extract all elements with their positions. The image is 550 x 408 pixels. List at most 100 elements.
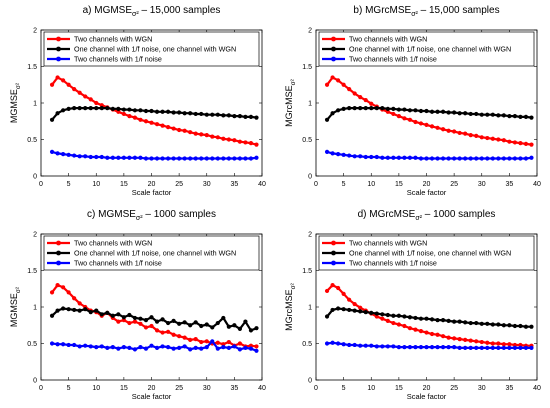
data-point [402, 116, 407, 121]
data-point [199, 346, 204, 351]
data-point [518, 156, 523, 161]
data-point [226, 345, 231, 350]
data-point [485, 340, 490, 345]
data-point [446, 335, 451, 340]
chart-title-rest: – 15,000 samples [418, 5, 500, 16]
data-point [474, 156, 479, 161]
data-point [523, 324, 529, 329]
data-point [105, 310, 110, 315]
data-point [402, 323, 407, 329]
data-point [127, 155, 132, 160]
data-point [418, 108, 424, 114]
x-tick-label: 30 [203, 385, 211, 392]
legend-label: One channel with 1/f noise, one channel … [349, 45, 511, 54]
x-tick-label: 0 [39, 385, 43, 392]
data-point [413, 155, 418, 160]
data-point [210, 325, 215, 330]
data-point [523, 345, 529, 350]
data-point [83, 106, 88, 111]
data-point [83, 154, 88, 159]
data-point [61, 78, 66, 83]
data-point [418, 345, 424, 350]
data-point [160, 109, 165, 114]
data-point [204, 156, 209, 161]
legend-label: Two channels with WGN [74, 35, 152, 44]
data-point [188, 111, 193, 116]
data-point [396, 313, 401, 318]
data-point [77, 308, 82, 313]
legend-label: Two channels with WGN [349, 35, 427, 44]
data-point [341, 82, 346, 87]
x-tick-label: 10 [367, 385, 375, 392]
data-point [215, 346, 220, 351]
data-point [358, 106, 363, 111]
data-point [210, 156, 215, 161]
data-point [154, 122, 160, 127]
y-axis-label-subscript: σ² [15, 286, 22, 293]
data-point [457, 337, 462, 342]
data-point [143, 119, 149, 124]
data-point [193, 337, 198, 342]
data-point [330, 283, 335, 288]
data-point [352, 91, 357, 96]
data-point [402, 155, 407, 160]
data-point [121, 155, 126, 160]
data-point [363, 97, 368, 103]
legend-swatch-marker [331, 240, 336, 246]
x-tick-label: 40 [533, 385, 541, 392]
data-point [237, 347, 242, 352]
data-point [49, 149, 55, 155]
y-tick-label: 1.5 [27, 64, 37, 71]
data-point [523, 141, 529, 146]
y-tick-label: 1 [308, 101, 312, 108]
data-point [49, 82, 55, 87]
data-point [352, 342, 357, 348]
data-point [474, 133, 479, 138]
y-axis-label-main: MGrcMSE [284, 289, 294, 331]
legend-swatch-marker [331, 36, 336, 42]
y-tick-label: 0 [308, 378, 312, 385]
data-point [374, 311, 379, 316]
legend-swatch-marker [56, 56, 61, 62]
legend-swatch-marker [331, 46, 336, 52]
data-point [160, 330, 165, 335]
data-point [341, 307, 346, 312]
data-point [55, 75, 60, 80]
data-point [358, 154, 363, 159]
data-point [512, 114, 518, 119]
x-tick-label: 15 [395, 385, 403, 392]
data-point [391, 320, 396, 326]
data-point [385, 312, 390, 318]
series-3 [49, 149, 259, 161]
data-point [248, 141, 254, 146]
y-tick-label: 0.5 [27, 137, 37, 144]
data-point [396, 155, 401, 160]
data-point [154, 156, 160, 161]
data-point [507, 323, 512, 328]
data-point [127, 345, 132, 350]
data-point [221, 113, 226, 118]
data-point [77, 106, 82, 111]
data-point [61, 108, 66, 113]
data-point [512, 323, 518, 329]
x-tick-label: 15 [395, 181, 403, 188]
data-point [468, 320, 473, 326]
data-point [479, 156, 484, 161]
data-point [396, 322, 401, 327]
data-point [204, 345, 209, 350]
data-point [177, 127, 182, 133]
data-point [446, 318, 451, 323]
y-axis-label: MGMSEσ² [9, 82, 22, 123]
data-point [341, 152, 346, 157]
data-point [66, 342, 71, 348]
data-point [221, 345, 226, 350]
data-point [347, 307, 352, 313]
data-point [160, 156, 165, 161]
data-point [380, 312, 385, 317]
data-point [413, 108, 418, 113]
x-tick-label: 35 [505, 181, 513, 188]
data-point [116, 312, 121, 317]
y-axis-label-subscript: σ² [290, 282, 297, 289]
data-point [99, 103, 104, 108]
